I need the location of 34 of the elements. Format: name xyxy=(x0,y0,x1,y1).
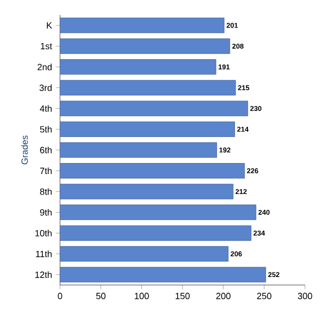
y-tick-label: 4th xyxy=(40,105,52,112)
bar xyxy=(60,38,230,54)
x-tick-label: 50 xyxy=(96,292,106,300)
x-tick-label: 150 xyxy=(176,292,190,300)
bar xyxy=(60,80,236,96)
y-tick-label: 1st xyxy=(40,43,52,50)
x-tick-label: 250 xyxy=(257,292,272,300)
y-tick-label: 8th xyxy=(40,188,52,195)
y-tick-label: K xyxy=(46,22,52,28)
bar xyxy=(60,225,252,241)
x-tick-label: 200 xyxy=(216,292,230,300)
y-tick-label: 10th xyxy=(35,230,52,236)
x-tick-label: 100 xyxy=(134,292,149,300)
bar xyxy=(60,100,248,116)
bar xyxy=(60,18,224,34)
x-tick-label: 300 xyxy=(298,292,312,300)
y-tick-label: 5th xyxy=(40,126,52,133)
bar xyxy=(60,266,266,282)
y-tick-label: 9th xyxy=(40,209,52,216)
y-tick-label: 2nd xyxy=(38,64,52,70)
y-tick-label: 7th xyxy=(40,167,52,174)
bar xyxy=(60,163,245,178)
bar xyxy=(60,184,234,200)
bar xyxy=(60,142,217,158)
y-tick-label: 6th xyxy=(40,146,52,154)
bar xyxy=(60,59,216,75)
y-axis-title: Grades xyxy=(21,136,28,164)
y-tick-label: 3rd xyxy=(40,84,52,92)
bar xyxy=(60,122,235,137)
bar xyxy=(60,204,256,220)
y-tick-label: 12th xyxy=(35,271,52,278)
bar xyxy=(60,246,228,262)
x-tick-label: 0 xyxy=(58,292,62,300)
y-tick-label: 11th xyxy=(36,250,52,258)
